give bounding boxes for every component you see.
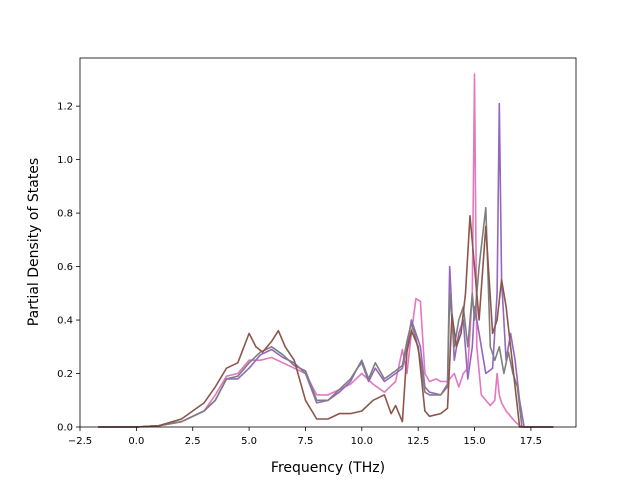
y-tick-label: 0.0: [57, 423, 73, 434]
x-tick-label: 10.0: [351, 436, 373, 447]
y-tick-label: 1.2: [57, 102, 73, 113]
x-tick-label: 7.5: [298, 436, 314, 447]
series-line-4: [98, 215, 554, 428]
plot-frame: [79, 57, 577, 428]
x-tick-label: 2.5: [185, 436, 201, 447]
series-line-3: [98, 206, 554, 428]
y-tick-label: 0.2: [57, 369, 73, 380]
y-tick-label: 1.0: [57, 155, 73, 166]
x-tick-label: 12.5: [407, 436, 429, 447]
x-tick-label: 15.0: [463, 436, 485, 447]
x-tick-label: −2.5: [68, 436, 92, 447]
y-tick-label: 0.8: [57, 209, 73, 220]
y-tick-label: 0.4: [57, 316, 73, 327]
x-tick-label: 0.0: [128, 436, 144, 447]
x-axis: −2.5 0.0 2.5 5.0 7.5 10.0 12.5 15.0 17.5: [68, 427, 542, 447]
y-tick-label: 0.6: [57, 262, 73, 273]
series-layer: [98, 73, 554, 428]
x-tick-label: 17.5: [520, 436, 542, 447]
x-tick-label: 5.0: [241, 436, 257, 447]
y-axis-label: Partial Density of States: [26, 158, 42, 326]
x-axis-label: Frequency (THz): [271, 460, 385, 476]
y-axis: 0.0 0.2 0.4 0.6 0.8 1.0 1.2: [57, 102, 80, 434]
